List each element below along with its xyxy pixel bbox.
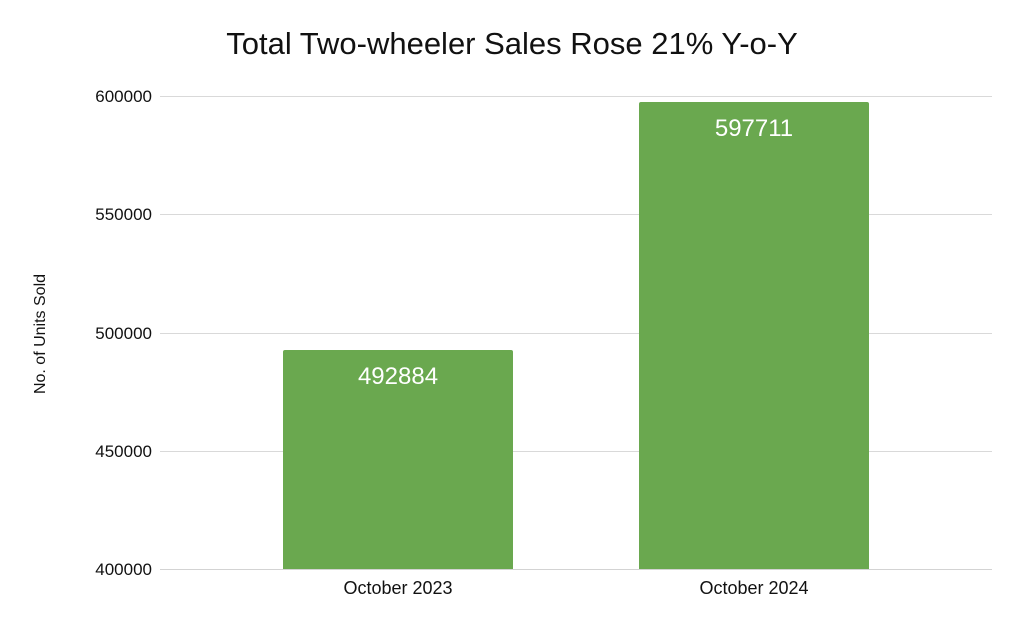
x-axis-baseline [160, 569, 992, 570]
x-tick-label: October 2024 [699, 578, 809, 598]
bar-value-label: 492884 [357, 363, 439, 391]
gridline [160, 332, 992, 334]
x-tick-label: October 2023 [343, 578, 453, 598]
plot-area: 492884 597711 [160, 96, 992, 570]
y-tick-label: 500000 [95, 323, 152, 343]
bar-october-2023: 492884 [283, 350, 513, 570]
gridline [160, 214, 992, 216]
y-tick-label: 550000 [95, 205, 152, 225]
x-axis-tick-labels: October 2023 October 2024 [160, 578, 992, 599]
y-tick-label: 600000 [95, 87, 152, 106]
y-axis-tick-labels: 400000 450000 500000 550000 600000 [0, 87, 152, 579]
bar-october-2024: 597711 [639, 102, 869, 570]
gridline [160, 450, 992, 452]
chart-title: Total Two-wheeler Sales Rose 21% Y-o-Y [226, 26, 798, 61]
gridline [160, 96, 992, 97]
bar-value-label: 597711 [714, 115, 794, 143]
bars-container: 492884 597711 [160, 97, 992, 570]
y-tick-label: 450000 [95, 441, 152, 461]
y-tick-label: 400000 [95, 560, 152, 579]
